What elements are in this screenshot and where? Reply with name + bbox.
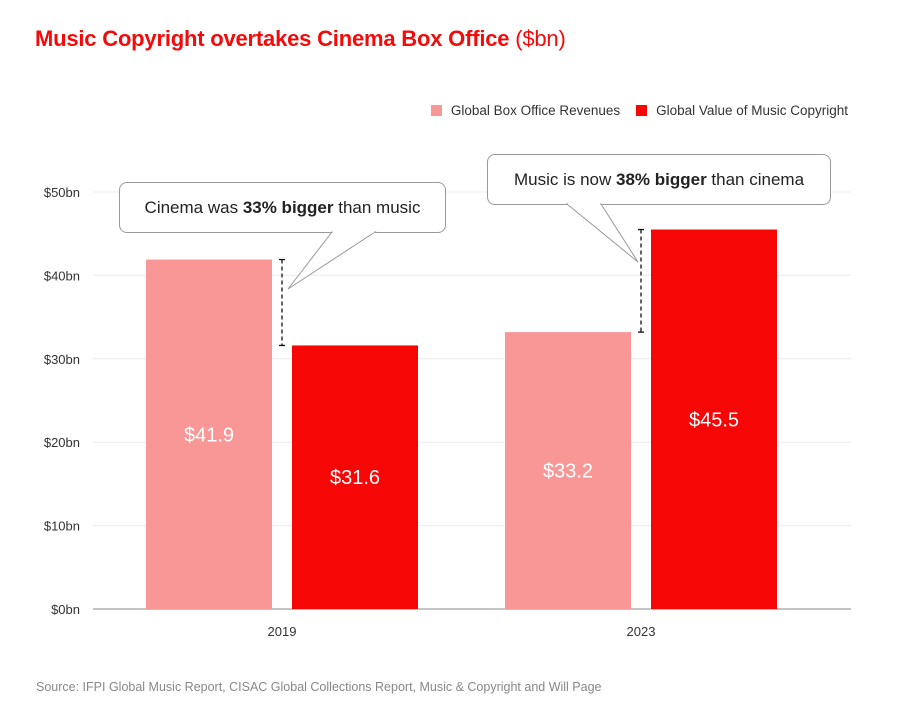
callout-2019: Cinema was 33% bigger than music <box>119 182 446 233</box>
legend-label-music: Global Value of Music Copyright <box>656 103 848 118</box>
y-tick-label: $20bn <box>44 435 80 450</box>
x-tick-label: 2019 <box>268 624 297 639</box>
bar-value-label: $41.9 <box>184 424 234 446</box>
callout-2023-post: than cinema <box>706 169 805 189</box>
bar-2023-music <box>651 229 777 609</box>
bar-2023-box-office <box>505 332 631 609</box>
bar-value-label: $31.6 <box>330 467 380 489</box>
bar-value-label: $45.5 <box>689 409 739 431</box>
source-note: Source: IFPI Global Music Report, CISAC … <box>36 680 602 694</box>
callout-2019-post: than music <box>333 197 421 217</box>
y-tick-label: $10bn <box>44 519 80 534</box>
bar-value-label: $33.2 <box>543 461 593 483</box>
callout-2023-bold: 38% bigger <box>615 169 707 189</box>
chart-title: Music Copyright overtakes Cinema Box Off… <box>35 26 566 52</box>
callout-2023: Music is now 38% bigger than cinema <box>487 154 831 205</box>
y-tick-label: $30bn <box>44 352 80 367</box>
y-tick-label: $0bn <box>51 602 80 617</box>
bar-2019-box-office <box>146 259 272 609</box>
callout-2019-bold: 33% bigger <box>242 197 334 217</box>
legend-swatch-music <box>636 105 648 116</box>
y-tick-label: $40bn <box>44 268 80 283</box>
legend-item-music: Global Value of Music Copyright <box>636 103 848 118</box>
x-tick-label: 2023 <box>627 624 656 639</box>
legend-item-box-office: Global Box Office Revenues <box>430 103 621 118</box>
legend-swatch-box-office <box>430 105 442 116</box>
legend: Global Box Office Revenues Global Value … <box>415 103 848 118</box>
bar-2019-music <box>292 345 418 609</box>
chart-title-unit: ($bn) <box>515 26 566 51</box>
legend-label-box-office: Global Box Office Revenues <box>450 103 621 118</box>
y-tick-label: $50bn <box>44 185 80 200</box>
callout-2023-pre: Music is now <box>513 169 616 189</box>
chart-title-main: Music Copyright overtakes Cinema Box Off… <box>35 26 510 51</box>
callout-2019-pre: Cinema was <box>144 197 243 217</box>
